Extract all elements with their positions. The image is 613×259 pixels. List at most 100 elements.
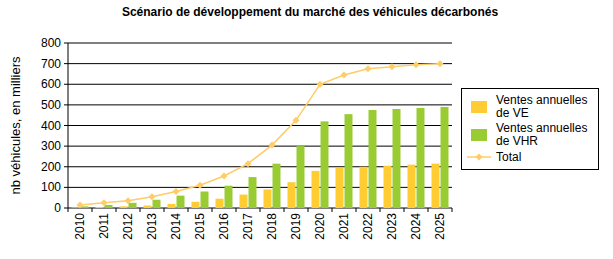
y-tick-label: 300 bbox=[41, 139, 61, 153]
marker bbox=[365, 65, 372, 72]
line bbox=[80, 64, 440, 205]
y-axis-label: nb véhicules, en milliers bbox=[8, 56, 23, 195]
x-tick bbox=[188, 208, 189, 212]
x-tick bbox=[284, 208, 285, 212]
tick bbox=[64, 84, 68, 85]
bar bbox=[201, 192, 209, 209]
marker bbox=[389, 63, 396, 70]
marker bbox=[101, 199, 108, 206]
bar bbox=[240, 195, 248, 208]
x-tick bbox=[116, 208, 117, 212]
tick bbox=[64, 146, 68, 147]
x-tick-label: 2019 bbox=[289, 213, 303, 240]
y-tick-label: 0 bbox=[54, 201, 61, 215]
bar bbox=[225, 186, 233, 208]
bar bbox=[72, 207, 80, 208]
bar bbox=[153, 200, 161, 208]
legend-swatch bbox=[466, 100, 492, 114]
x-tick-label: 2014 bbox=[169, 213, 183, 240]
x-tick bbox=[68, 208, 69, 212]
legend: Ventes annuelles de VEVentes annuelles d… bbox=[461, 88, 599, 170]
y-tick-label: 500 bbox=[41, 98, 61, 112]
tick bbox=[64, 208, 68, 209]
marker bbox=[173, 188, 180, 195]
x-tick bbox=[452, 208, 453, 212]
x-tick-label: 2024 bbox=[409, 213, 423, 240]
y-axis bbox=[68, 43, 69, 208]
bar bbox=[192, 202, 200, 208]
x-tick bbox=[332, 208, 333, 212]
tick bbox=[64, 104, 68, 105]
bar bbox=[105, 205, 113, 208]
tick bbox=[64, 187, 68, 188]
x-tick bbox=[428, 208, 429, 212]
grid-line bbox=[68, 63, 452, 64]
bar bbox=[432, 164, 440, 208]
legend-label: Total bbox=[496, 151, 594, 164]
y-tick-label: 700 bbox=[41, 57, 61, 71]
legend-marker bbox=[476, 154, 483, 161]
tick bbox=[64, 63, 68, 64]
marker bbox=[269, 142, 276, 149]
bar bbox=[360, 167, 368, 208]
x-tick bbox=[380, 208, 381, 212]
y-tick-label: 400 bbox=[41, 119, 61, 133]
x-tick bbox=[212, 208, 213, 212]
x-tick bbox=[260, 208, 261, 212]
bar bbox=[129, 203, 137, 208]
x-tick-label: 2025 bbox=[433, 213, 447, 240]
marker bbox=[341, 71, 348, 78]
x-tick-label: 2011 bbox=[97, 213, 111, 239]
tick bbox=[64, 43, 68, 44]
bar bbox=[168, 204, 176, 208]
legend-label: Ventes annuelles de VHR bbox=[496, 122, 594, 148]
bar bbox=[384, 166, 392, 208]
bar bbox=[345, 114, 353, 208]
bar bbox=[177, 196, 185, 208]
x-tick-label: 2017 bbox=[241, 213, 255, 240]
marker bbox=[413, 61, 420, 68]
legend-item: Ventes annuelles de VHR bbox=[466, 122, 594, 148]
x-tick-label: 2010 bbox=[73, 213, 87, 240]
grid-line bbox=[68, 104, 452, 105]
bar bbox=[273, 164, 281, 208]
grid-line bbox=[68, 84, 452, 85]
y-tick-label: 100 bbox=[41, 180, 61, 194]
x-tick bbox=[164, 208, 165, 212]
bar bbox=[144, 206, 152, 208]
x-tick-label: 2023 bbox=[385, 213, 399, 240]
bar bbox=[297, 146, 305, 208]
marker bbox=[437, 60, 444, 67]
bar bbox=[288, 182, 296, 208]
marker bbox=[125, 197, 132, 204]
x-tick-label: 2020 bbox=[313, 213, 327, 240]
legend-box bbox=[471, 129, 487, 141]
y-tick-label: 600 bbox=[41, 77, 61, 91]
x-tick-label: 2016 bbox=[217, 213, 231, 240]
bar bbox=[441, 107, 449, 208]
x-tick-label: 2012 bbox=[121, 213, 135, 240]
marker bbox=[149, 193, 156, 200]
marker bbox=[317, 81, 324, 88]
x-tick bbox=[236, 208, 237, 212]
marker bbox=[77, 201, 84, 208]
bar bbox=[120, 206, 128, 208]
x-tick bbox=[140, 208, 141, 212]
bar bbox=[336, 168, 344, 208]
tick bbox=[64, 125, 68, 126]
bar bbox=[249, 177, 257, 208]
bar bbox=[216, 199, 224, 208]
legend-item: Total bbox=[466, 150, 594, 164]
legend-swatch bbox=[466, 150, 492, 164]
x-tick bbox=[92, 208, 93, 212]
grid-line bbox=[68, 43, 452, 44]
x-tick-label: 2018 bbox=[265, 213, 279, 240]
bar bbox=[393, 109, 401, 208]
legend-item: Ventes annuelles de VE bbox=[466, 94, 594, 120]
x-tick bbox=[308, 208, 309, 212]
legend-label: Ventes annuelles de VE bbox=[496, 94, 594, 120]
marker bbox=[197, 182, 204, 189]
bar bbox=[96, 207, 104, 208]
x-tick-label: 2015 bbox=[193, 213, 207, 240]
x-tick bbox=[356, 208, 357, 212]
